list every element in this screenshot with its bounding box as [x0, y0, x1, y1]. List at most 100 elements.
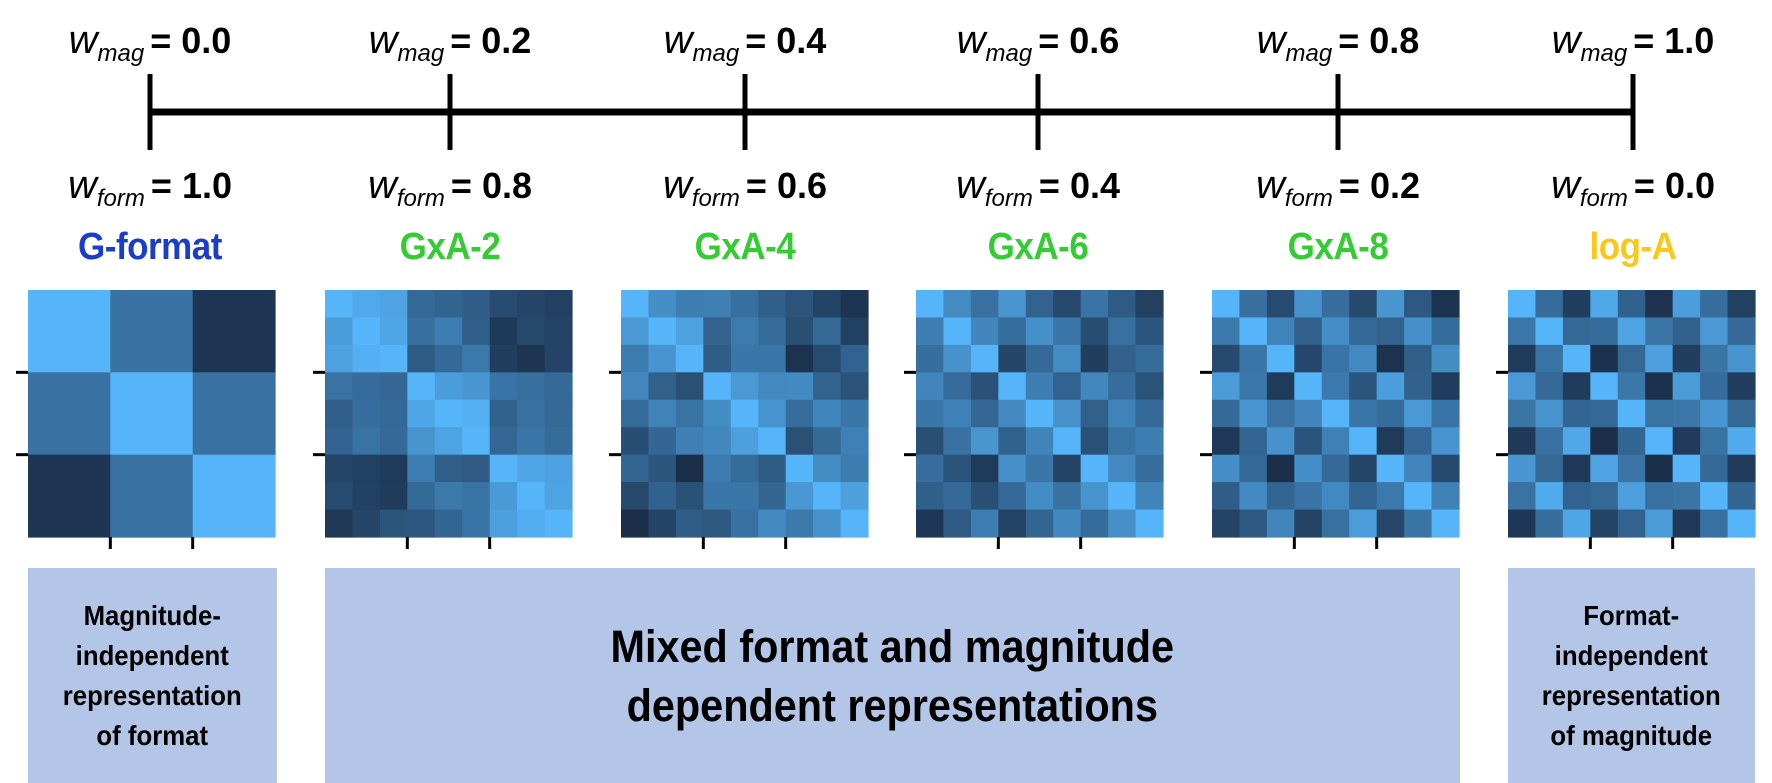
heatmap-cell	[998, 399, 1027, 428]
heatmap-cell	[840, 427, 869, 456]
heatmap-cell	[943, 290, 972, 319]
heatmap-cell	[1053, 317, 1082, 346]
heatmap-cell	[1025, 454, 1054, 483]
heatmap-cell	[434, 399, 463, 428]
heatmap-cell	[998, 454, 1027, 483]
heatmap-cell	[648, 290, 677, 319]
heatmap-cell	[675, 317, 704, 346]
heatmap-cell	[1404, 509, 1433, 538]
heatmap-cell	[379, 317, 408, 346]
heatmap-cell	[1700, 482, 1729, 511]
heatmap-cell	[840, 317, 869, 346]
heatmap-cell	[840, 344, 869, 373]
heatmap-cell	[1590, 317, 1619, 346]
heatmap-cell	[1431, 482, 1460, 511]
heatmap-cell	[1431, 454, 1460, 483]
heatmap-cell	[1727, 290, 1756, 319]
heatmap-cell	[943, 454, 972, 483]
heatmap-cell	[1727, 372, 1756, 401]
heatmap-cell	[379, 372, 408, 401]
heatmap-cell	[1080, 317, 1109, 346]
heatmap-cell	[1108, 454, 1137, 483]
heatmap-cell	[1294, 399, 1323, 428]
heatmap-cell	[1617, 344, 1646, 373]
heatmap-cell	[1431, 317, 1460, 346]
heatmap-cell	[1562, 344, 1591, 373]
heatmap-cell	[1590, 372, 1619, 401]
heatmap-cell	[1727, 427, 1756, 456]
heatmap-cell	[648, 344, 677, 373]
box-right-line-2: representation	[1542, 679, 1721, 711]
heatmap-cell	[785, 372, 814, 401]
w-form-label-5: wform = 0.0	[1551, 163, 1715, 212]
heatmap-cell	[1376, 317, 1405, 346]
heatmap-cell	[544, 427, 573, 456]
heatmap-cell	[916, 482, 945, 511]
heatmap-cell	[621, 317, 650, 346]
heatmap-cell	[1376, 344, 1405, 373]
heatmap-cell	[916, 290, 945, 319]
heatmap-cell	[1508, 427, 1537, 456]
heatmap-cell	[1645, 482, 1674, 511]
heatmap-cell	[1672, 372, 1701, 401]
format-independent-box: Format- independent representation of ma…	[1508, 568, 1755, 783]
heatmap-cell	[1590, 482, 1619, 511]
heatmap-cell	[1294, 372, 1323, 401]
heatmap-cell	[1645, 344, 1674, 373]
heatmap-cell	[943, 399, 972, 428]
heatmap-cell	[1212, 290, 1241, 319]
heatmap-cell	[462, 454, 491, 483]
heatmap-cell	[785, 509, 814, 538]
heatmap-cell	[758, 344, 787, 373]
heatmap-cell	[489, 482, 518, 511]
heatmap-cell	[1727, 454, 1756, 483]
heatmap-cell	[785, 344, 814, 373]
heatmap-cell	[1349, 482, 1378, 511]
heatmap-cell	[813, 372, 842, 401]
heatmap-cell	[1617, 399, 1646, 428]
heatmap-cell	[1727, 399, 1756, 428]
heatmap-cell	[703, 399, 732, 428]
similarity-heatmaps	[16, 290, 1756, 549]
heatmap-cell	[1376, 482, 1405, 511]
heatmap-cell	[970, 290, 999, 319]
model-name-gxa-4: GxA-4	[694, 226, 796, 268]
heatmap-cell	[1294, 509, 1323, 538]
heatmap-cell	[970, 372, 999, 401]
heatmap-cell	[1239, 482, 1268, 511]
heatmap-cell	[1700, 454, 1729, 483]
heatmap-cell	[1266, 317, 1295, 346]
box-middle-line-1: dependent representations	[626, 679, 1159, 731]
heatmap-cell	[1321, 399, 1350, 428]
heatmap-cell	[352, 290, 381, 319]
heatmap-cell	[1535, 344, 1564, 373]
heatmap-cell	[1025, 427, 1054, 456]
heatmap-cell	[1535, 454, 1564, 483]
heatmap-cell	[621, 454, 650, 483]
heatmap-cell	[1590, 399, 1619, 428]
w-mag-label-0: wmag = 0.0	[68, 18, 232, 67]
heatmap-cell	[730, 454, 759, 483]
heatmap-cell	[840, 372, 869, 401]
heatmap-cell	[758, 509, 787, 538]
w-form-label-2: wform = 0.6	[663, 163, 827, 212]
heatmap-cell	[998, 344, 1027, 373]
heatmap-cell	[1349, 290, 1378, 319]
heatmap-cell	[352, 427, 381, 456]
heatmap-cell	[28, 372, 111, 456]
heatmap-cell	[379, 399, 408, 428]
heatmap-cell	[998, 290, 1027, 319]
heatmap-cell	[1321, 372, 1350, 401]
heatmap-cell	[1404, 290, 1433, 319]
heatmap-cell	[1108, 317, 1137, 346]
heatmap-cell	[1321, 454, 1350, 483]
heatmap-cell	[28, 290, 111, 373]
heatmap-cell	[462, 399, 491, 428]
heatmap-cell	[840, 399, 869, 428]
heatmap-cell	[1108, 482, 1137, 511]
heatmap-cell	[1212, 399, 1241, 428]
heatmap-cell	[730, 344, 759, 373]
heatmap-cell	[1135, 372, 1164, 401]
heatmap-cell	[192, 372, 276, 456]
heatmap-cell	[1108, 290, 1137, 319]
